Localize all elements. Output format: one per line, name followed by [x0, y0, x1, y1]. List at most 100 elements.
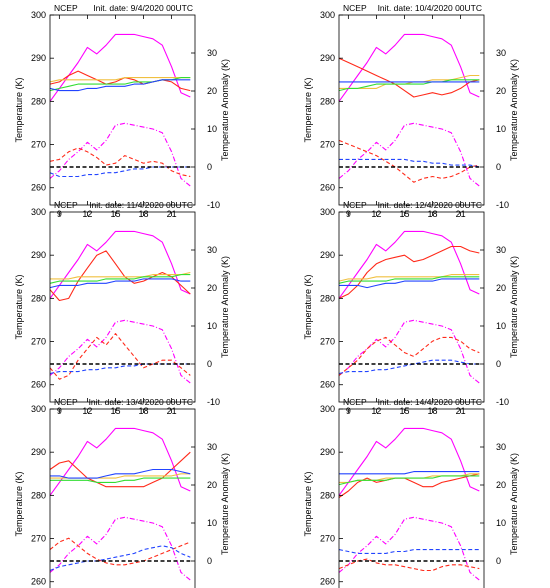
y2-tick-label: -10 [496, 200, 509, 210]
y2-tick-label: 0 [496, 162, 501, 172]
panel-source-label: NCEP [343, 200, 367, 210]
y2-tick-label: 30 [207, 442, 217, 452]
series-blue-anomaly-line [49, 363, 191, 375]
y2-tick-label: 20 [496, 86, 506, 96]
y-tick-label: 260 [320, 183, 335, 193]
series-orange-temperature-line [49, 77, 191, 83]
series-magenta-temperature-line [49, 427, 191, 496]
y2-tick-label: 20 [207, 480, 217, 490]
y-axis-label: Temperature (K) [14, 77, 24, 142]
y-tick-label: 280 [31, 490, 46, 500]
y2-tick-label: 10 [496, 518, 506, 528]
y-tick-label: 290 [31, 250, 46, 260]
y-tick-label: 300 [31, 10, 46, 20]
panel-source-label: NCEP [343, 397, 367, 407]
panel-init-date: Init. date: 14/4/2020 00UTC [378, 397, 482, 407]
y-axis-label: Temperature (K) [14, 274, 24, 339]
y2-tick-label: 0 [496, 556, 501, 566]
panel-init-date: Init. date: 9/4/2020 00UTC [93, 3, 193, 13]
series-blue-anomaly-line [338, 359, 480, 375]
y-tick-label: 270 [320, 140, 335, 150]
series-green-temperature-line [49, 274, 191, 284]
plot-frame [338, 211, 485, 403]
y2-tick-label: 30 [496, 442, 506, 452]
series-magenta-temperature-line [338, 427, 480, 496]
series-red-temperature-line [49, 451, 191, 488]
series-blue-temperature-line [49, 278, 191, 289]
y-tick-label: 290 [320, 447, 335, 457]
y-tick-label: 260 [31, 380, 46, 390]
y2-tick-label: -10 [496, 397, 509, 407]
y2-axis-label: Temperature Anomaly (K) [220, 59, 230, 161]
y2-tick-label: 20 [496, 283, 506, 293]
series-magenta-anomaly-line [338, 319, 480, 384]
plot-frame [338, 408, 485, 588]
series-magenta-anomaly-line [338, 122, 480, 187]
y-axis-label: Temperature (K) [14, 471, 24, 536]
y2-tick-label: 20 [496, 480, 506, 490]
plot-frame [338, 14, 485, 206]
series-red-anomaly-line [49, 333, 191, 380]
series-orange-temperature-line [50, 271, 191, 280]
series-green-temperature-line [338, 79, 480, 92]
y2-axis-label: Temperature Anomaly (K) [509, 59, 519, 161]
y-tick-label: 270 [31, 534, 46, 544]
series-magenta-anomaly-line [49, 319, 191, 384]
y2-tick-label: -10 [207, 397, 220, 407]
y2-tick-label: 0 [496, 359, 501, 369]
y-tick-label: 290 [31, 53, 46, 63]
series-red-temperature-line [338, 57, 480, 98]
y2-tick-label: 30 [207, 48, 217, 58]
plot-frame [49, 14, 196, 206]
y2-tick-label: 0 [207, 556, 212, 566]
y-tick-label: 290 [320, 250, 335, 260]
y-tick-label: 300 [320, 207, 335, 217]
series-blue-temperature-line [50, 468, 191, 479]
y-tick-label: 290 [320, 53, 335, 63]
series-blue-temperature-line [49, 79, 191, 92]
y-tick-label: 280 [320, 96, 335, 106]
series-magenta-anomaly-line [49, 122, 191, 187]
y-tick-label: 300 [320, 404, 335, 414]
y-tick-label: 270 [320, 534, 335, 544]
y2-tick-label: 30 [496, 245, 506, 255]
series-magenta-temperature-line [338, 230, 480, 299]
series-blue-anomaly-line [49, 166, 191, 178]
y-tick-label: 270 [31, 337, 46, 347]
series-red-temperature-line [338, 473, 480, 498]
y-tick-label: 280 [320, 490, 335, 500]
series-orange-temperature-line [50, 473, 191, 479]
series-orange-temperature-line [339, 74, 480, 89]
y2-tick-label: 0 [207, 162, 212, 172]
series-red-anomaly-line [49, 147, 191, 178]
series-red-temperature-line [49, 70, 191, 92]
series-magenta-temperature-line [49, 33, 191, 102]
series-magenta-anomaly-line [49, 516, 191, 581]
y-tick-label: 270 [31, 140, 46, 150]
y2-tick-label: 30 [207, 245, 217, 255]
y-tick-label: 260 [320, 577, 335, 587]
y-tick-label: 290 [31, 447, 46, 457]
y-tick-label: 280 [31, 96, 46, 106]
series-red-anomaly-line [49, 537, 191, 566]
series-green-temperature-line [338, 276, 480, 284]
series-red-temperature-line [338, 245, 480, 299]
series-red-anomaly-line [338, 139, 480, 183]
panel-init-date: Init. date: 12/4/2020 00UTC [378, 200, 482, 210]
y-tick-label: 270 [320, 337, 335, 347]
series-blue-anomaly-line [49, 545, 191, 572]
panel-source-label: NCEP [54, 200, 78, 210]
series-green-temperature-line [338, 475, 480, 486]
y2-tick-label: 20 [207, 283, 217, 293]
y2-axis-label: Temperature Anomaly (K) [220, 453, 230, 555]
y-axis-label: Temperature (K) [303, 77, 313, 142]
y2-axis-label: Temperature Anomaly (K) [509, 256, 519, 358]
y-tick-label: 300 [31, 404, 46, 414]
y-tick-label: 300 [31, 207, 46, 217]
series-orange-temperature-line [338, 274, 480, 282]
